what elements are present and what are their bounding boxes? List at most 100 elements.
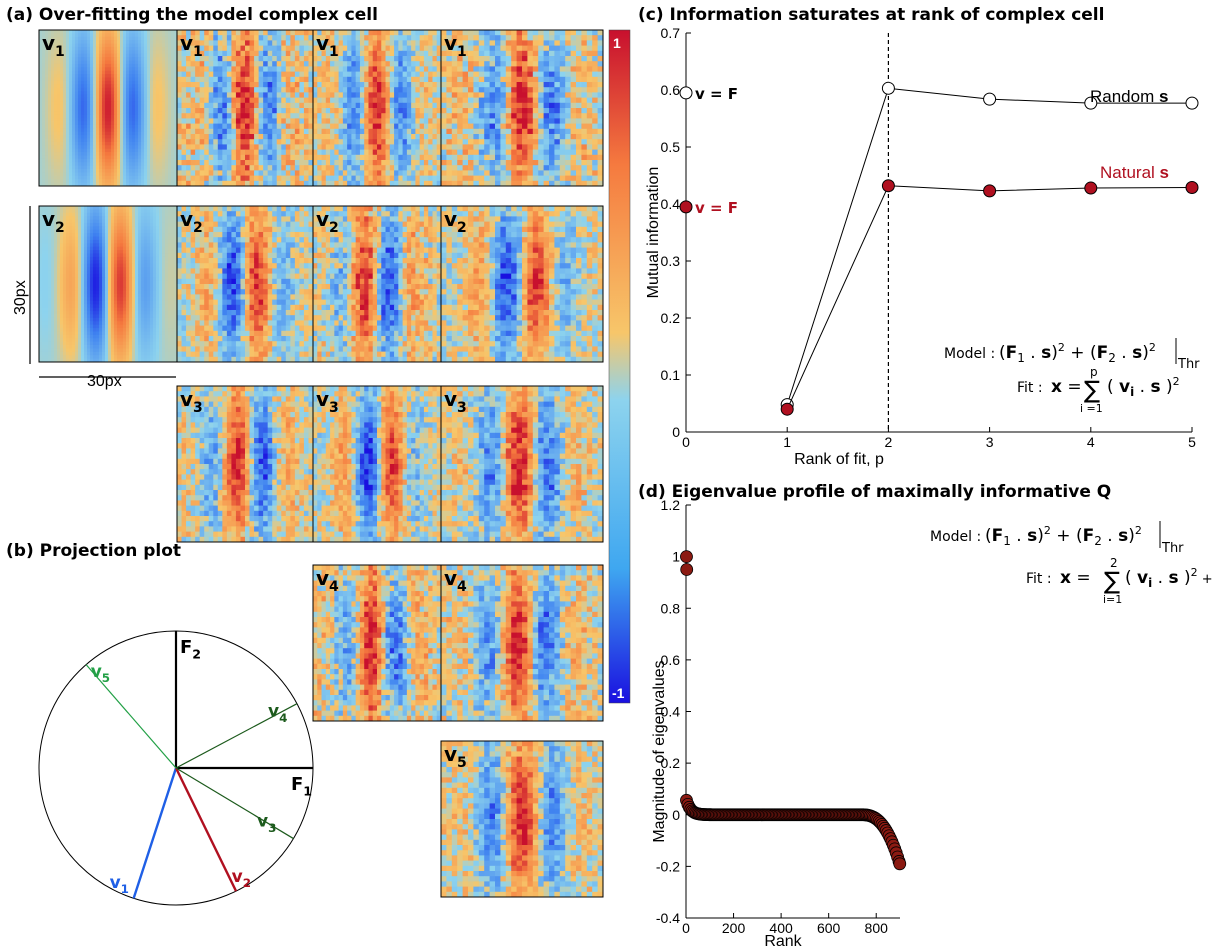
- y-tick-label: 0.4: [661, 704, 681, 720]
- y-tick-label: 0.6: [661, 652, 681, 668]
- filter-label: v4: [316, 566, 339, 595]
- x-tick-label: 5: [1188, 434, 1196, 450]
- y-tick-label: 0: [672, 424, 680, 440]
- model-label-c: Model :: [944, 346, 995, 362]
- filter-tile: v2: [440, 205, 604, 363]
- y-tick-label: -0.4: [656, 910, 680, 926]
- x-tick-label: 1: [783, 434, 791, 450]
- x-tick-label: 0: [682, 920, 690, 936]
- filter-tile: v2: [176, 205, 314, 363]
- scale-bar-vertical: 30px: [12, 206, 31, 364]
- y-tick-label: 0.1: [661, 367, 681, 383]
- projection-axis-label: F2: [180, 637, 201, 661]
- filter-label: v5: [444, 742, 467, 771]
- x-tick-label: 400: [769, 920, 793, 936]
- y-tick-label: 0.8: [661, 600, 681, 616]
- filter-tile: v1: [440, 29, 604, 187]
- filter-label: v4: [444, 566, 467, 595]
- data-point: [881, 179, 895, 193]
- filter-label: v2: [42, 207, 65, 236]
- scale-bar-horizontal: 30px: [39, 373, 176, 390]
- filter-tiles: v1 v1 v1 v1 v2 v2 v2 v2 v3 v3 v3 v4 v4 v5: [38, 29, 604, 898]
- chart-d: 0 200 400 600 800 -0.4 -0.2 0 0.2 0.4 0.6 0.8 1 1.2 Ra…: [651, 497, 907, 948]
- y-axis-label: Magnitude of eigenvalues: [651, 660, 668, 842]
- x-tick-label: 800: [865, 920, 889, 936]
- formula-model-d: Model : (F1 . s)2 + (F2 . s)2 Thr: [930, 521, 1184, 556]
- panel-a-title: (a) Over-fitting the model complex cell: [6, 5, 378, 25]
- projection-vector-label: v2: [232, 867, 251, 890]
- filter-tile: v1: [312, 29, 442, 187]
- projection-vector-label: v1: [110, 873, 129, 896]
- filter-label: v3: [180, 387, 203, 416]
- data-point: [983, 92, 997, 106]
- y-tick-label: 0.7: [661, 25, 681, 41]
- fit-label-d: Fit :: [1026, 571, 1052, 587]
- y-tick-label: 0.2: [661, 310, 681, 326]
- filter-tile: v4: [312, 564, 442, 722]
- panel-c-title: (c) Information saturates at rank of com…: [638, 5, 1104, 25]
- projection-vector: [174, 767, 238, 892]
- data-point: [780, 402, 794, 416]
- x-tick-label: 0: [682, 434, 690, 450]
- x-tick-label: 600: [817, 920, 841, 936]
- y-tick-label: 0.5: [661, 139, 681, 155]
- projection-vector: [132, 767, 178, 899]
- y-axis-label: Mutual information: [645, 167, 662, 299]
- filter-label: v3: [316, 387, 339, 416]
- data-point: [1185, 96, 1199, 110]
- filter-label: v1: [444, 31, 467, 60]
- scale-label-horizontal: 30px: [87, 373, 122, 390]
- filter-tile: v3: [312, 385, 442, 543]
- projection-axis-label: F1: [291, 774, 312, 798]
- filter-label: v1: [316, 31, 339, 60]
- formula-fit-d: Fit : x = ∑ 2 i=1 ( vi . s )2 + η: [1026, 556, 1214, 606]
- data-point: [1084, 96, 1098, 110]
- reference-label: v = F: [695, 199, 738, 217]
- eigenvalue-point: [893, 857, 907, 871]
- filter-tile: v4: [440, 564, 604, 722]
- data-point: [983, 184, 997, 198]
- x-tick-label: 200: [722, 920, 746, 936]
- formula-model-c: Model : (F1 . s)2 + (F2 . s)2 Thr: [944, 338, 1200, 372]
- projection-vector-label: v4: [268, 702, 287, 725]
- data-point: [1084, 181, 1098, 195]
- y-tick-label: 0: [672, 807, 680, 823]
- projection-vector-label: v5: [91, 662, 110, 685]
- panel-d-title: (d) Eigenvalue profile of maximally info…: [638, 482, 1111, 502]
- projection-vector: [175, 767, 294, 840]
- filter-label: v2: [180, 207, 203, 236]
- reference-label: v = F: [695, 85, 738, 103]
- y-tick-label: 0.6: [661, 82, 681, 98]
- filter-tile: v3: [440, 385, 604, 543]
- reference-point: [679, 200, 693, 214]
- legend-random: Random s: [1090, 87, 1168, 106]
- projection-vector: [175, 703, 298, 769]
- x-tick-label: 4: [1087, 434, 1095, 450]
- x-tick-label: 2: [885, 434, 893, 450]
- y-tick-label: 1.2: [661, 497, 681, 513]
- filter-tile: v2: [38, 205, 178, 363]
- colorbar-top-label: 1: [613, 35, 621, 51]
- filter-tile: v5: [440, 740, 604, 898]
- x-axis-label: Rank of fit, p: [794, 451, 884, 468]
- filter-label: v1: [180, 31, 203, 60]
- y-tick-label: -0.2: [656, 858, 680, 874]
- y-tick-label: 0.2: [661, 755, 681, 771]
- eigenvalue-point-top: [680, 563, 694, 576]
- reference-point: [679, 86, 693, 100]
- y-tick-label: 0.4: [661, 196, 681, 212]
- panel-b-title: (b) Projection plot: [6, 541, 181, 561]
- y-tick-label: 1: [672, 549, 680, 565]
- data-point: [1185, 180, 1199, 194]
- colorbar: 1 -1: [608, 29, 631, 704]
- filter-label: v2: [316, 207, 339, 236]
- data-point: [881, 81, 895, 95]
- model-label-d: Model :: [930, 529, 981, 545]
- filter-tile: v2: [312, 205, 442, 363]
- filter-tile: v1: [176, 29, 314, 187]
- projection-plot: F2 F1 v1 v2 v3 v4 v5: [38, 630, 314, 906]
- filter-label: v1: [42, 31, 65, 60]
- chart-c: 0 1 2 3 4 5 0 0.1 0.2 0.3 0.4 0.5 0.6 0.7 Rank of fit,…: [645, 25, 1199, 468]
- colorbar-bottom-label: -1: [612, 685, 625, 701]
